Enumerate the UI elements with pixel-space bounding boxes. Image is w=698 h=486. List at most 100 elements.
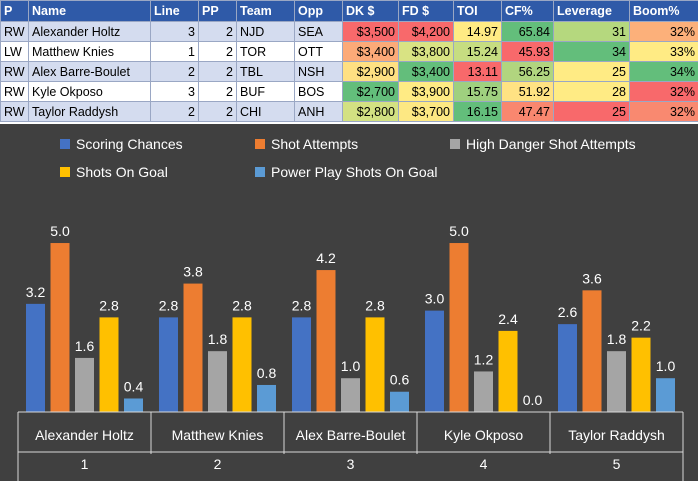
- cell-team: BUF: [237, 82, 295, 102]
- cell-pp: 2: [199, 42, 237, 62]
- cell-pp: 2: [199, 82, 237, 102]
- bar-power-play-shots-on-goal: [124, 398, 143, 412]
- legend-label: Scoring Chances: [76, 136, 183, 152]
- cell-line: 3: [151, 82, 199, 102]
- legend-swatch: [60, 167, 70, 177]
- bar-high-danger-shot-attempts: [208, 351, 227, 412]
- bar-shots-on-goal: [366, 317, 385, 412]
- cell-name: Matthew Knies: [29, 42, 151, 62]
- data-label: 2.6: [558, 304, 578, 320]
- legend-swatch: [60, 139, 70, 149]
- cell-name: Kyle Okposo: [29, 82, 151, 102]
- cell-cf: 45.93: [502, 42, 554, 62]
- cell-leverage: 25: [554, 62, 630, 82]
- cell-dk: $2,900: [343, 62, 399, 82]
- bar-shot-attempts: [583, 290, 602, 412]
- data-label: 3.2: [26, 284, 46, 300]
- cell-pp: 2: [199, 62, 237, 82]
- column-header-pos: P: [1, 1, 29, 22]
- bar-high-danger-shot-attempts: [75, 358, 94, 412]
- cell-toi: 15.75: [454, 82, 502, 102]
- data-label: 0.4: [124, 378, 144, 394]
- cell-dk: $2,700: [343, 82, 399, 102]
- cell-pos: RW: [1, 62, 29, 82]
- data-label: 0.6: [390, 372, 410, 388]
- data-label: 3.8: [183, 264, 203, 280]
- bar-shots-on-goal: [499, 331, 518, 412]
- data-label: 2.8: [232, 297, 252, 313]
- cell-boom: 33%: [630, 42, 698, 62]
- bar-shot-attempts: [51, 243, 70, 412]
- bar-shot-attempts: [317, 270, 336, 412]
- column-header-pp: PP: [199, 1, 237, 22]
- cell-boom: 32%: [630, 102, 698, 122]
- data-label: 0.8: [257, 365, 277, 381]
- category-label: Alex Barre-Boulet: [296, 427, 406, 443]
- data-label: 5.0: [50, 223, 70, 239]
- cell-line: 3: [151, 22, 199, 42]
- category-label: Kyle Okposo: [444, 427, 524, 443]
- column-header-dk: DK $: [343, 1, 399, 22]
- bar-scoring-chances: [26, 304, 45, 412]
- column-header-boom: Boom%: [630, 1, 698, 22]
- bar-power-play-shots-on-goal: [656, 378, 675, 412]
- bar-shot-attempts: [450, 243, 469, 412]
- cell-name: Taylor Raddysh: [29, 102, 151, 122]
- bar-shots-on-goal: [100, 317, 119, 412]
- cell-pp: 2: [199, 102, 237, 122]
- cell-name: Alexander Holtz: [29, 22, 151, 42]
- bar-shot-attempts: [184, 284, 203, 412]
- column-header-toi: TOI: [454, 1, 502, 22]
- data-label: 2.4: [498, 311, 518, 327]
- column-header-opp: Opp: [295, 1, 343, 22]
- cell-fd: $3,800: [399, 42, 454, 62]
- category-label: Matthew Knies: [172, 427, 264, 443]
- legend-label: Shot Attempts: [271, 136, 358, 152]
- data-label: 0.0: [523, 392, 543, 408]
- cell-pp: 2: [199, 22, 237, 42]
- category-label: Taylor Raddysh: [568, 427, 665, 443]
- cell-dk: $3,400: [343, 42, 399, 62]
- cell-fd: $3,900: [399, 82, 454, 102]
- bar-shots-on-goal: [632, 338, 651, 412]
- data-label: 2.8: [365, 297, 385, 313]
- cell-fd: $3,400: [399, 62, 454, 82]
- cell-pos: RW: [1, 102, 29, 122]
- cell-fd: $3,700: [399, 102, 454, 122]
- cell-line: 2: [151, 102, 199, 122]
- cell-name: Alex Barre-Boulet: [29, 62, 151, 82]
- cell-leverage: 28: [554, 82, 630, 102]
- column-header-fd: FD $: [399, 1, 454, 22]
- legend-swatch: [255, 167, 265, 177]
- data-label: 2.8: [99, 297, 119, 313]
- cell-pos: LW: [1, 42, 29, 62]
- bar-high-danger-shot-attempts: [341, 378, 360, 412]
- bar-high-danger-shot-attempts: [474, 371, 493, 412]
- cell-team: TOR: [237, 42, 295, 62]
- cell-dk: $3,500: [343, 22, 399, 42]
- column-header-name: Name: [29, 1, 151, 22]
- data-label: 1.6: [75, 338, 95, 354]
- data-label: 2.8: [159, 297, 179, 313]
- legend-swatch: [255, 139, 265, 149]
- category-index-label: 5: [613, 456, 621, 472]
- bar-scoring-chances: [292, 317, 311, 412]
- legend-label: Shots On Goal: [76, 164, 168, 180]
- bar-power-play-shots-on-goal: [257, 385, 276, 412]
- cell-line: 2: [151, 62, 199, 82]
- data-label: 1.2: [474, 351, 494, 367]
- data-label: 5.0: [449, 223, 469, 239]
- data-label: 1.8: [208, 331, 228, 347]
- data-label: 1.8: [607, 331, 627, 347]
- data-label: 3.0: [425, 291, 445, 307]
- data-label: 4.2: [316, 250, 336, 266]
